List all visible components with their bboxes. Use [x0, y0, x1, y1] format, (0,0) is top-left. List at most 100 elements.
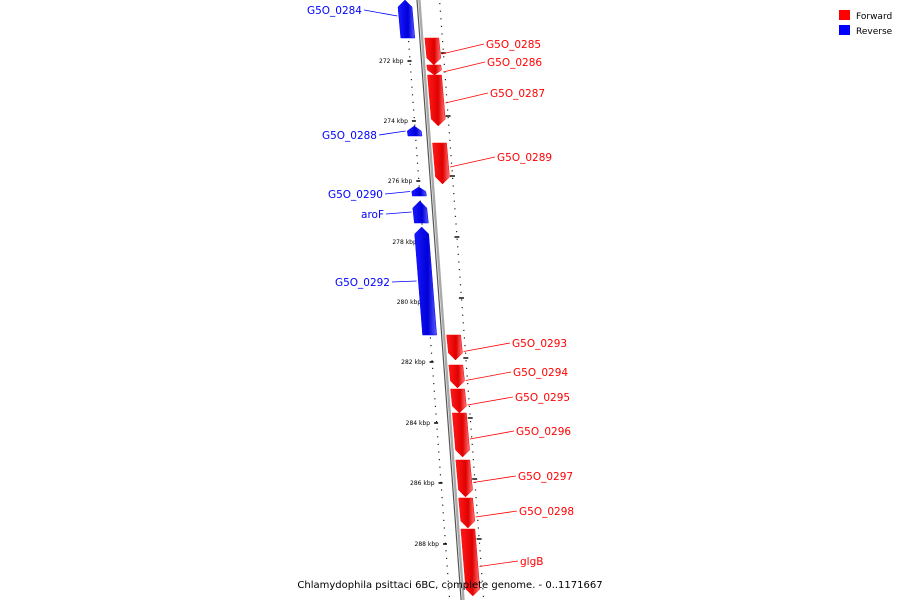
scale-dot — [452, 177, 454, 179]
gene-label-g5o_0287: G5O_0287 — [490, 88, 545, 100]
scale-dot — [433, 383, 435, 385]
gene-label-g5o_0294: G5O_0294 — [513, 367, 568, 379]
gene-arrow-g5o_0297 — [455, 459, 473, 498]
scale-dot — [417, 170, 419, 172]
scale-dot — [453, 193, 455, 195]
gene-arrow-g5o_0298 — [458, 497, 476, 529]
scale-dot — [445, 94, 448, 96]
gene-label-g5o_0297: G5O_0297 — [518, 471, 573, 483]
scale-dot — [440, 489, 443, 491]
scale-dot — [464, 345, 466, 347]
scale-dot — [445, 86, 447, 88]
scale-dot — [415, 139, 417, 141]
tick-label: 274 kbp — [383, 118, 408, 125]
gene-arrow-g5o_0286 — [426, 64, 442, 76]
gene-label-g5o_0288: G5O_0288 — [322, 130, 377, 142]
scale-dot — [481, 580, 483, 582]
gene-arrow-g5o_0284 — [397, 0, 416, 39]
scale-dot — [416, 162, 419, 164]
backbone — [416, 0, 465, 600]
scale-dot — [452, 185, 454, 187]
scale-dot — [410, 71, 412, 73]
gene-label-g5o_0298: G5O_0298 — [519, 506, 574, 518]
scale-dot — [456, 238, 458, 240]
scale-dot — [418, 177, 420, 179]
tick-label: 278 kbp — [392, 239, 417, 246]
scale-dot — [449, 147, 452, 149]
scale-dot — [433, 390, 435, 392]
scale-dot — [449, 139, 451, 141]
scale-dot — [438, 459, 440, 461]
gene-arrow-g5o_0285 — [424, 37, 442, 66]
scale-dot — [462, 322, 464, 324]
scale-dot — [413, 117, 415, 119]
scale-dot — [421, 223, 423, 225]
legend-swatch-forward — [839, 10, 850, 20]
gene-label-g5o_0296: G5O_0296 — [516, 426, 571, 438]
scale-dot — [442, 41, 444, 43]
gene-label-g5o_0284: G5O_0284 — [307, 5, 362, 17]
scale-dot — [416, 155, 418, 157]
scale-dot — [434, 405, 437, 407]
gene-arrow-g5o_0292 — [414, 226, 437, 336]
scale-dot — [471, 436, 473, 438]
gene-arrow-g5o_0288 — [406, 125, 423, 137]
gene-arrow-g5o_0293 — [446, 334, 463, 361]
tick-label: 282 kbp — [401, 359, 426, 366]
scale-dot — [414, 124, 416, 126]
scale-dot — [437, 436, 439, 438]
scale-dot — [432, 367, 434, 369]
scale-dot — [469, 413, 471, 415]
scale-dot — [418, 185, 420, 187]
scale-dot — [467, 390, 469, 392]
scale-dot — [442, 512, 444, 514]
scale-dot — [458, 269, 460, 271]
scale-dot — [479, 557, 482, 559]
scale-dot — [482, 595, 484, 597]
scale-dot — [430, 352, 433, 354]
scale-dot — [440, 18, 442, 20]
gene-leader-g5o_0284 — [363, 9, 398, 17]
gene-leader-g5o_0290 — [384, 191, 411, 195]
scale-dot — [469, 421, 472, 423]
gene-arrow-g5o_0287 — [427, 74, 446, 127]
scale-dot — [479, 550, 481, 552]
gene-label-g5o_0295: G5O_0295 — [515, 392, 570, 404]
scale-dot — [471, 443, 473, 445]
gene-labels: G5O_0284 G5O_0285 G5O_0286 G5O_0287 G5O_0288… — [307, 5, 574, 568]
scale-dot — [436, 428, 438, 430]
scale-dot — [463, 337, 465, 339]
tick-label: 280 kbp — [397, 299, 422, 306]
scale-dot — [445, 557, 448, 559]
scale-dot — [476, 504, 478, 506]
scale-dot — [455, 223, 457, 225]
scale-dot — [441, 33, 443, 35]
gene-leader-g5o_0298 — [475, 510, 518, 518]
scale-dot — [443, 56, 445, 58]
scale-dot — [439, 466, 441, 468]
scale-dot — [468, 405, 471, 407]
scale-dot — [461, 307, 463, 309]
scale-dot — [441, 497, 443, 499]
scale-dot — [438, 451, 440, 453]
gene-label-g5o_0286: G5O_0286 — [487, 57, 542, 69]
scale-dot — [432, 375, 434, 377]
tick-label: 272 kbp — [379, 58, 404, 65]
gene-leader-g5o_0295 — [467, 396, 514, 406]
scale-dot — [465, 360, 467, 362]
scale-dot — [482, 588, 484, 590]
scale-dot — [413, 109, 415, 111]
gene-leader-g5o_0287 — [445, 92, 489, 104]
scale-dot — [478, 535, 480, 537]
gene-leader-glgb — [479, 560, 519, 567]
tick-label: 288 kbp — [415, 541, 440, 548]
scale-dot — [478, 542, 481, 544]
scale-dot — [447, 117, 449, 119]
scale-dot — [450, 162, 453, 164]
scale-dot — [477, 519, 479, 521]
scale-dot — [439, 3, 441, 5]
scale-dot — [458, 261, 460, 263]
scale-dot — [472, 459, 474, 461]
scale-dot — [461, 299, 463, 301]
